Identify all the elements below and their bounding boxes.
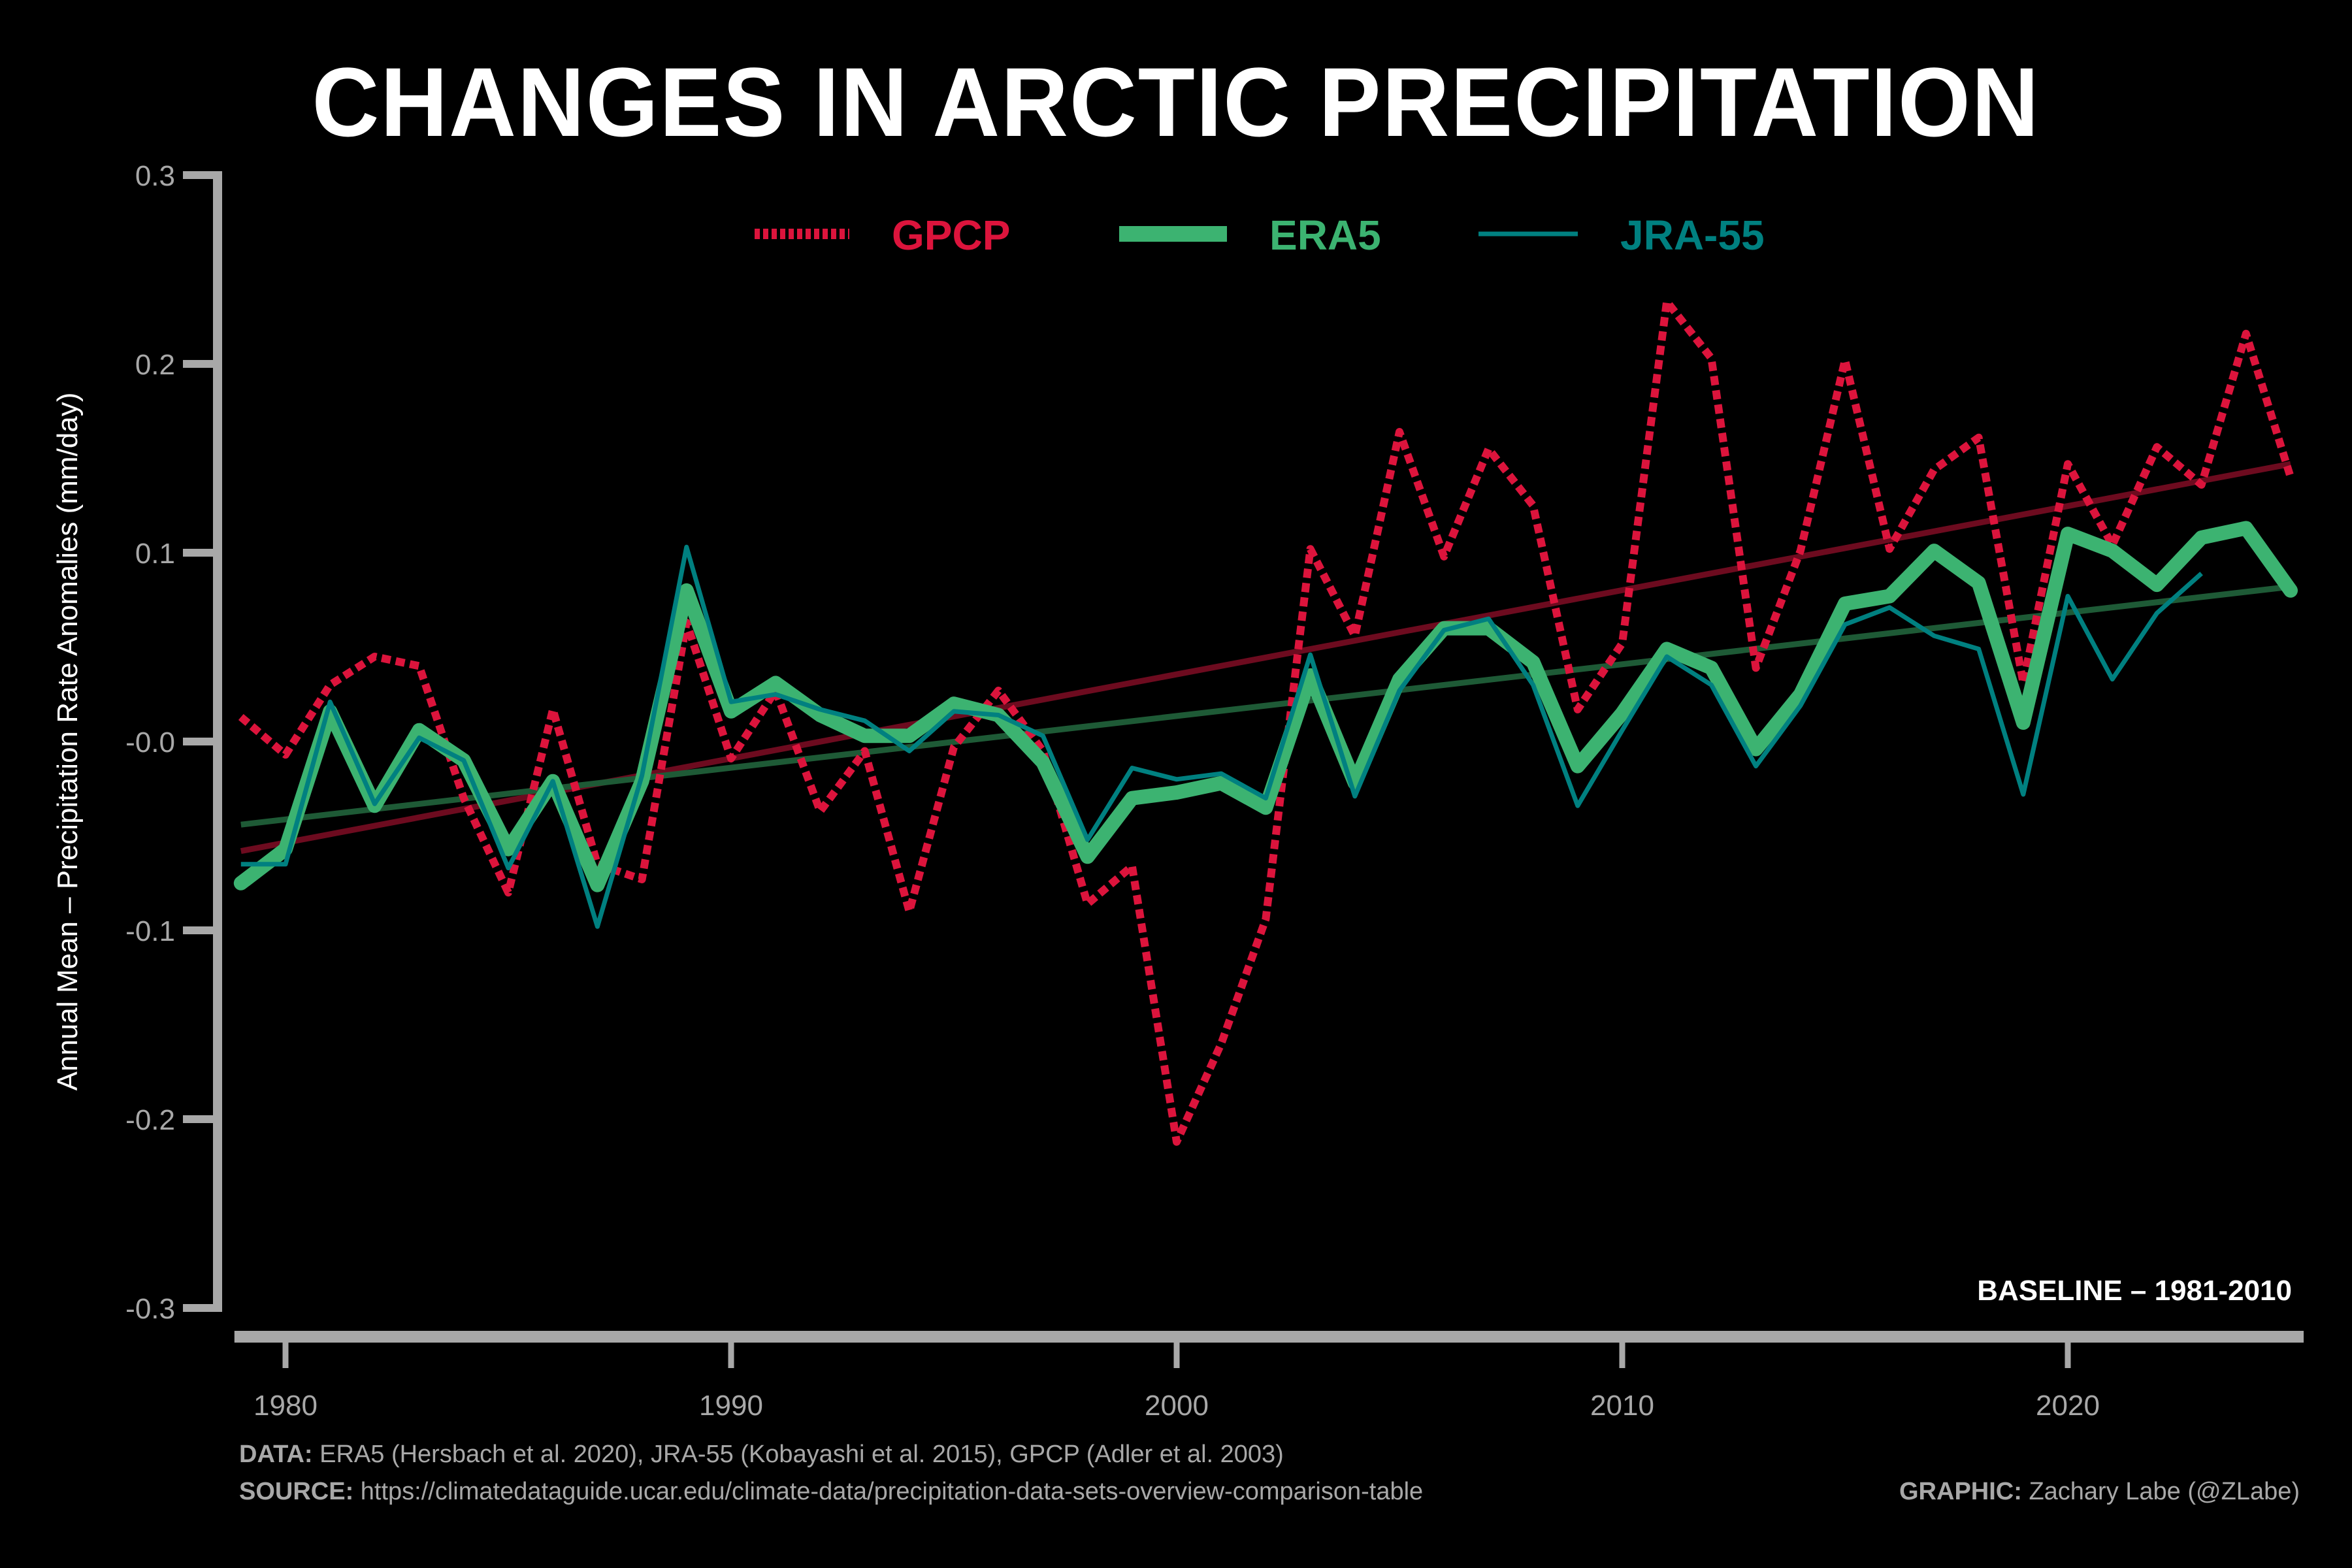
y-tick-label: 0.2 [135,349,175,381]
y-tick-label: 0.1 [135,538,175,570]
source-credit-text: https://climatedataguide.ucar.edu/climat… [353,1478,1424,1505]
x-tick-label: 2020 [2036,1390,2100,1422]
data-credit-label: DATA: [239,1441,313,1468]
y-tick-label: 0.3 [135,160,175,192]
y-tick-label: -0.1 [125,915,175,947]
series-lines [233,297,2298,1146]
legend-label: ERA5 [1269,212,1381,259]
legend-item-jra-55: JRA-55 [1478,212,1765,259]
legend-item-era5: ERA5 [1119,212,1381,259]
source-credit-label: SOURCE: [239,1478,354,1505]
series-line-gpcp [238,297,2295,1146]
x-tick-label: 2010 [1590,1390,1654,1422]
x-tick-label: 2000 [1145,1390,1209,1422]
source-credit: SOURCE: https://climatedataguide.ucar.ed… [239,1478,1423,1506]
graphic-credit-label: GRAPHIC: [1899,1478,2022,1505]
trend-line-era5 [240,583,2291,828]
trend-lines [240,461,2291,855]
series-line-jra-55 [240,544,2203,929]
axes: 0.3 0.2 0.1 -0.0 -0.1 -0.2 -0.3 1980 1990 2000 201… [125,160,2304,1422]
graphic-credit: GRAPHIC: Zachary Labe (@ZLabe) [1899,1478,2300,1506]
y-tick-label: -0.3 [125,1293,175,1325]
legend-label: JRA-55 [1620,212,1765,259]
y-axis-label: Annual Mean – Precipitation Rate Anomali… [52,393,84,1091]
legend-item-gpcp: GPCP [755,212,1010,259]
data-credit: DATA: ERA5 (Hersbach et al. 2020), JRA-5… [239,1441,1284,1469]
x-tick-label: 1980 [253,1390,318,1422]
series-line-era5 [233,521,2298,892]
y-tick-label: -0.0 [125,727,175,759]
chart-title: CHANGES IN ARCTIC PRECIPITATION [312,47,2040,157]
legend: GPCP ERA5 JRA-55 [755,212,1765,259]
y-tick-label: -0.2 [125,1104,175,1136]
baseline-annotation: BASELINE – 1981-2010 [1977,1275,2292,1307]
legend-label: GPCP [892,212,1010,259]
data-credit-text: ERA5 (Hersbach et al. 2020), JRA-55 (Kob… [312,1441,1284,1468]
graphic-credit-text: Zachary Labe (@ZLabe) [2021,1478,2300,1505]
x-tick-label: 1990 [699,1390,763,1422]
